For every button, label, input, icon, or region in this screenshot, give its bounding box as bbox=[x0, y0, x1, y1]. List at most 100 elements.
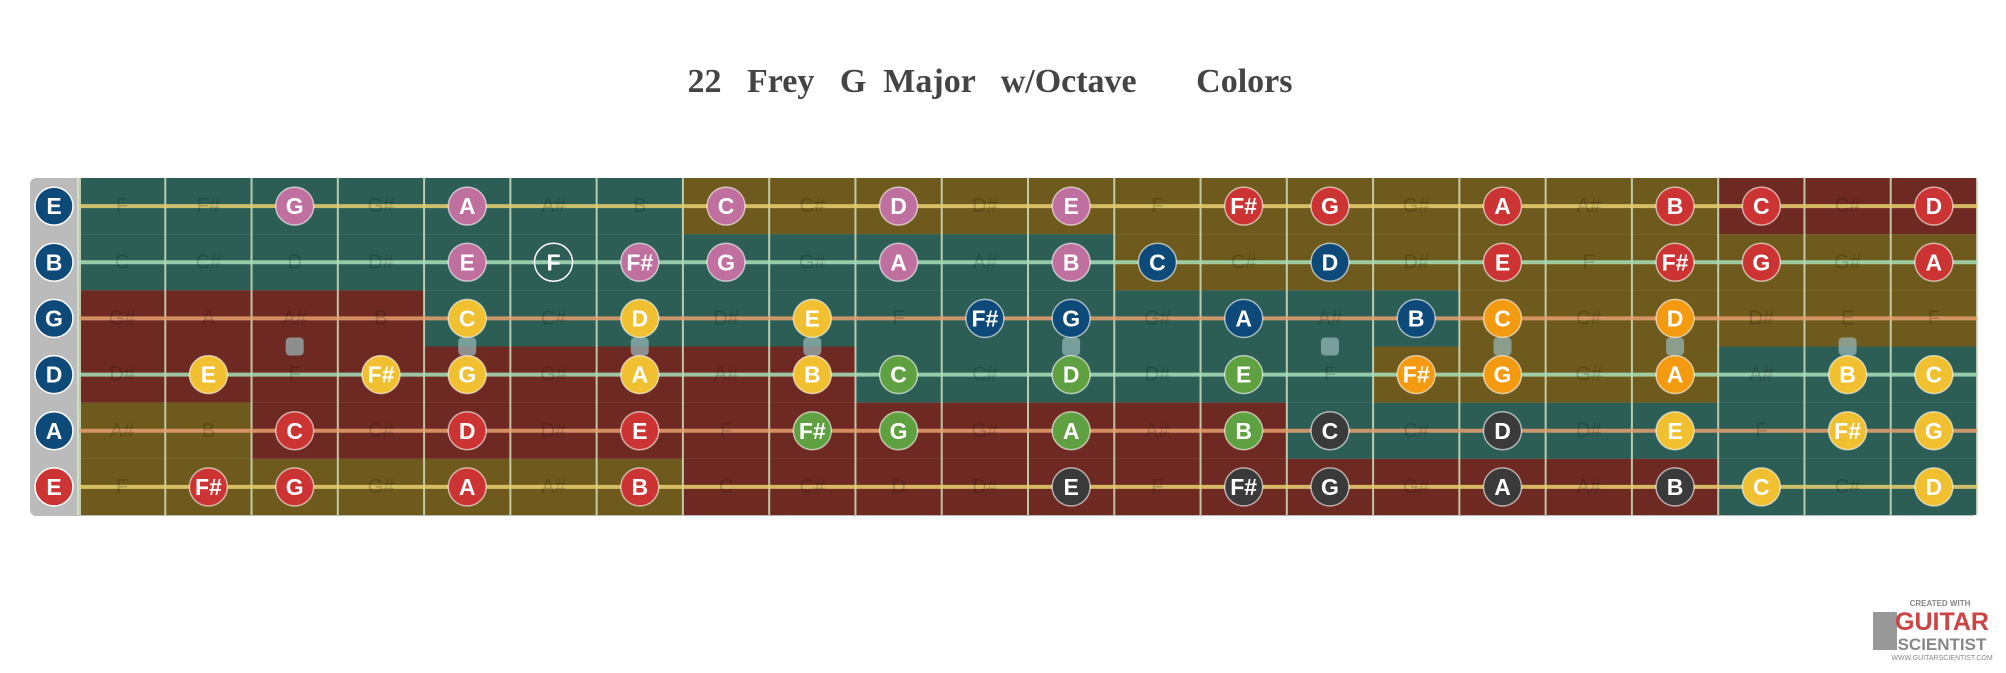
note-dot bbox=[1310, 186, 1350, 226]
faint-note: F bbox=[1583, 251, 1595, 273]
faint-note: C# bbox=[972, 364, 998, 386]
note-dot bbox=[1396, 354, 1436, 395]
inlay bbox=[1666, 337, 1685, 356]
note-dot bbox=[620, 411, 660, 451]
faint-note: B bbox=[202, 420, 215, 442]
note-label: E bbox=[460, 249, 475, 275]
faint-note: C# bbox=[800, 195, 826, 217]
faint-note: F bbox=[1755, 420, 1767, 442]
faint-note: F bbox=[116, 195, 128, 217]
note-dot bbox=[1051, 354, 1091, 395]
note-label: A bbox=[1926, 249, 1943, 275]
faint-note: A# bbox=[1577, 195, 1602, 217]
faint-note: A# bbox=[282, 307, 307, 329]
faint-note: G# bbox=[972, 420, 1000, 442]
note-dot bbox=[1914, 467, 1954, 507]
faint-note: C# bbox=[1835, 195, 1861, 217]
note-dot bbox=[620, 242, 660, 282]
faint-note: G# bbox=[799, 251, 827, 273]
note-dot bbox=[1482, 467, 1523, 507]
note-dot bbox=[1223, 354, 1264, 395]
note-dot bbox=[965, 298, 1005, 339]
faint-note: F bbox=[892, 307, 904, 329]
note-dot bbox=[1310, 467, 1350, 507]
note-dot bbox=[1741, 242, 1782, 282]
note-label: G bbox=[286, 474, 304, 500]
note-dot bbox=[1914, 186, 1954, 226]
note-dot bbox=[1310, 411, 1350, 451]
inlay bbox=[458, 337, 477, 356]
faint-note: C# bbox=[541, 307, 567, 329]
faint-note: A# bbox=[1749, 364, 1774, 386]
inlay bbox=[1062, 337, 1081, 356]
note-label: F# bbox=[1230, 193, 1257, 219]
note-label: D bbox=[1494, 418, 1511, 444]
faint-note: A# bbox=[1577, 476, 1602, 498]
note-dot bbox=[706, 242, 746, 282]
faint-note: B bbox=[633, 195, 646, 217]
note-dot bbox=[1827, 411, 1868, 451]
inlay bbox=[1320, 337, 1339, 356]
note-dot bbox=[1482, 186, 1523, 226]
faint-note: C bbox=[719, 476, 733, 498]
faint-note: E bbox=[1841, 307, 1854, 329]
string-name: D bbox=[46, 362, 63, 388]
note-label: A bbox=[1494, 474, 1511, 500]
open-string bbox=[34, 354, 74, 395]
note-dot bbox=[1051, 467, 1091, 507]
note-label: F# bbox=[368, 362, 395, 388]
faint-note: D# bbox=[109, 364, 135, 386]
note-label: C bbox=[1926, 362, 1943, 388]
faint-note: A bbox=[202, 307, 216, 329]
string-name: B bbox=[46, 249, 63, 275]
note-dot bbox=[1827, 354, 1868, 395]
note-dot bbox=[792, 411, 833, 451]
note-dot bbox=[1655, 242, 1695, 282]
inlay bbox=[803, 337, 822, 356]
note-label: C bbox=[890, 362, 907, 388]
note-label: D bbox=[1667, 305, 1684, 331]
note-dot bbox=[447, 298, 487, 339]
open-string bbox=[34, 411, 74, 451]
note-label: C bbox=[286, 418, 303, 444]
note-label: D bbox=[890, 193, 907, 219]
note-dot bbox=[878, 242, 919, 282]
logo: CREATED WITH GUITAR SCIENTIST WWW.GUITAR… bbox=[1873, 599, 1993, 662]
note-label: G bbox=[717, 249, 735, 275]
note-dot bbox=[1137, 242, 1178, 282]
note-label: A bbox=[890, 249, 907, 275]
note-dot bbox=[188, 467, 229, 507]
string-name: E bbox=[46, 193, 61, 219]
note-label: C bbox=[1322, 418, 1339, 444]
note-label: E bbox=[201, 362, 216, 388]
faint-note: F bbox=[116, 476, 128, 498]
faint-note: F bbox=[1324, 364, 1336, 386]
faint-note: C# bbox=[1231, 251, 1257, 273]
faint-note: G# bbox=[1834, 251, 1862, 273]
note-label: F# bbox=[1230, 474, 1257, 500]
note-label: G bbox=[1321, 193, 1339, 219]
faint-note: F bbox=[720, 420, 732, 442]
faint-note: D bbox=[891, 476, 905, 498]
note-label: E bbox=[1495, 249, 1510, 275]
inlay bbox=[630, 337, 649, 356]
note-dot bbox=[1655, 411, 1695, 451]
note-dot bbox=[447, 411, 487, 451]
open-string bbox=[34, 298, 74, 339]
note-label: G bbox=[458, 362, 476, 388]
note-label: B bbox=[804, 362, 821, 388]
note-dot bbox=[1914, 354, 1954, 395]
note-label: B bbox=[1408, 305, 1425, 331]
note-label: E bbox=[632, 418, 647, 444]
note-dot bbox=[1223, 186, 1264, 226]
note-dot bbox=[447, 186, 487, 226]
note-label: C bbox=[1753, 474, 1770, 500]
note-label: E bbox=[1667, 418, 1682, 444]
note-dot bbox=[1741, 186, 1782, 226]
faint-note: D# bbox=[1145, 364, 1171, 386]
note-label: G bbox=[890, 418, 908, 444]
note-label: C bbox=[718, 193, 735, 219]
note-label: G bbox=[1321, 474, 1339, 500]
note-label: B bbox=[1839, 362, 1856, 388]
